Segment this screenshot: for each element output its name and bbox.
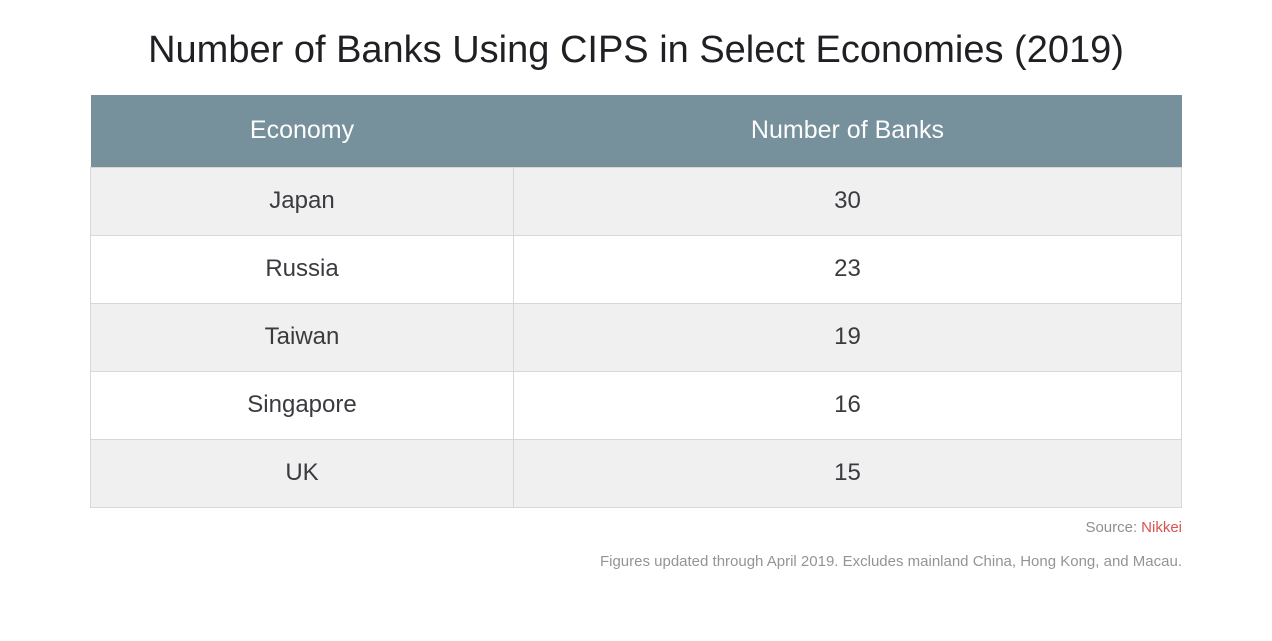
economy-cell: Taiwan — [90, 302, 514, 372]
table-row-singapore: Singapore 16 — [90, 370, 1182, 440]
page-title: Number of Banks Using CIPS in Select Eco… — [148, 29, 1124, 71]
table-head: Economy Number of Banks — [90, 95, 1182, 167]
banks-count-cell: 23 — [513, 234, 1182, 304]
banks-count-cell: 16 — [513, 370, 1182, 440]
economy-cell: UK — [90, 438, 514, 508]
table-row-taiwan: Taiwan 19 — [90, 302, 1182, 372]
economy-cell: Russia — [90, 234, 514, 304]
column-header-number-of-banks: Number of Banks — [513, 95, 1182, 167]
source-label: Source: — [1085, 518, 1138, 536]
column-header-economy: Economy — [90, 95, 514, 167]
banks-count-cell: 19 — [513, 302, 1182, 372]
table-row-uk: UK 15 — [90, 438, 1182, 508]
table-row-russia: Russia 23 — [90, 234, 1182, 304]
table-row-japan: Japan 30 — [90, 166, 1182, 236]
banks-count-cell: 30 — [513, 166, 1182, 236]
banks-count-cell: 15 — [513, 438, 1182, 508]
footnote: Figures updated through April 2019. Excl… — [599, 552, 1182, 570]
economy-cell: Singapore — [90, 370, 514, 440]
content-wrapper: Number of Banks Using CIPS in Select Eco… — [90, 28, 1182, 570]
table-body: Japan 30 Russia 23 Taiwan 19 Singapore 1… — [90, 166, 1182, 508]
source-line: Source: Nikkei — [90, 519, 1182, 536]
table-header-row: Economy Number of Banks — [90, 95, 1182, 167]
cips-banks-table: Economy Number of Banks Japan 30 Russia … — [90, 95, 1182, 508]
source-link-nikkei[interactable]: Nikkei — [1141, 518, 1182, 536]
economy-cell: Japan — [90, 166, 514, 236]
